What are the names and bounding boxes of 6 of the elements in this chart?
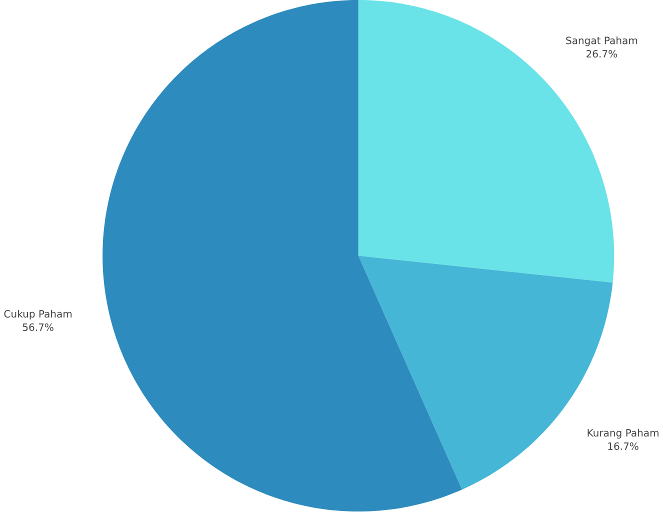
data-label: 26.7% (586, 50, 618, 58)
slice-label: Kurang Paham (588, 429, 658, 439)
data-label: 56.7% (22, 324, 54, 332)
slice-label: Sangat Paham (566, 36, 638, 46)
slice-label: Cukup Paham (4, 310, 72, 320)
data-label: 16.7% (608, 442, 638, 450)
